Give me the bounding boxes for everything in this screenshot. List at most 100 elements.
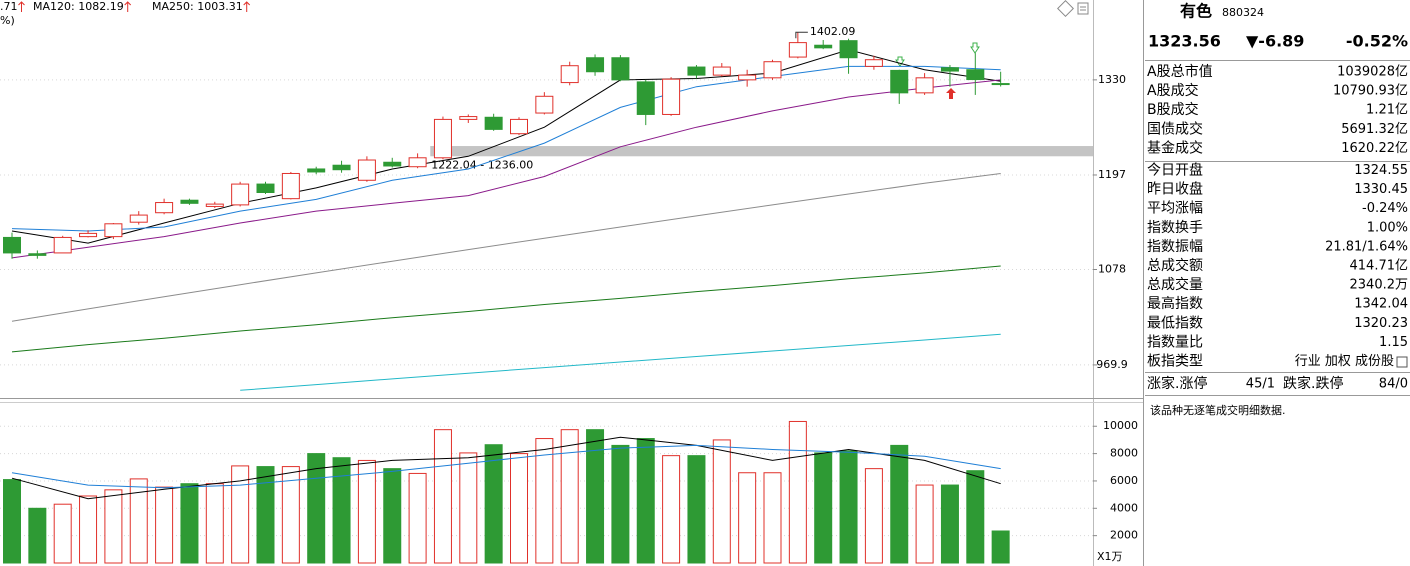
volume-bar	[940, 484, 959, 564]
row-label: 基金成交	[1147, 139, 1203, 156]
volume-bar	[205, 483, 224, 564]
candle-body	[839, 40, 858, 59]
candle-body	[129, 214, 148, 223]
candle-body	[357, 159, 376, 181]
candle-body	[864, 59, 883, 67]
legend-label: %)	[0, 14, 15, 27]
icon-menu[interactable]	[1077, 2, 1089, 15]
row-label: 平均涨幅	[1147, 201, 1203, 217]
candle-body	[890, 69, 909, 94]
volume-bar	[586, 429, 605, 564]
row-value: 1620.22亿	[1341, 141, 1408, 156]
volume-bar	[129, 478, 148, 564]
row-value: 414.71亿	[1350, 259, 1409, 274]
range-band	[430, 146, 1093, 157]
volume-bar	[332, 457, 351, 564]
breadth-value: 84/0	[1379, 377, 1408, 392]
volume-bar	[814, 452, 833, 564]
candle-body	[256, 183, 275, 193]
y-tick-label: 8000	[1110, 447, 1138, 460]
y-tick-label: 1078	[1098, 263, 1126, 276]
volume-bar	[180, 483, 199, 564]
legend-arrow	[18, 1, 25, 12]
candle-body	[3, 236, 21, 254]
volume-bar	[231, 465, 250, 564]
board-icon	[1396, 356, 1408, 368]
volume-bar	[763, 472, 782, 564]
y-tick-label: 2000	[1110, 529, 1138, 542]
volume-bar	[104, 489, 123, 564]
row-value: 1.21亿	[1366, 103, 1408, 118]
volume-bar	[687, 455, 706, 564]
band-label: 1222.04 - 1236.00	[431, 158, 533, 171]
row-label: 总成交量	[1147, 276, 1203, 293]
row-value: 1330.45	[1354, 182, 1408, 197]
row-value: 2340.2万	[1350, 278, 1409, 293]
row-value: 21.81/1.64%	[1325, 239, 1408, 254]
legend-label: MA120: 1082.19	[33, 0, 124, 13]
candle-body	[433, 118, 452, 159]
volume-bar	[864, 468, 883, 564]
legend-label: MA250: 1003.31	[152, 0, 243, 13]
row-label: B股成交	[1147, 101, 1199, 118]
volume-bar	[662, 455, 681, 564]
row-value: 1320.23	[1354, 316, 1408, 331]
volume-bar	[3, 479, 21, 564]
row-label: 昨日收盘	[1147, 181, 1203, 198]
volume-bar	[408, 472, 427, 564]
candle-body	[940, 67, 959, 72]
volume-bar	[28, 507, 47, 564]
candle-body	[738, 74, 757, 81]
candle-body	[155, 202, 174, 214]
candle-body	[814, 44, 833, 49]
row-value: 1324.55	[1354, 163, 1408, 178]
candle-body	[510, 118, 528, 135]
legend-arrow	[243, 1, 251, 12]
ma-line	[11, 49, 1001, 244]
candle-body	[484, 116, 503, 130]
volume-bar	[459, 452, 478, 564]
row-label: 指数量比	[1147, 334, 1203, 350]
row-label: 指数振幅	[1147, 239, 1203, 255]
candle-body	[205, 203, 224, 207]
candle-body	[535, 95, 554, 114]
volume-bar	[510, 453, 528, 564]
row-value: 5691.32亿	[1341, 122, 1408, 137]
annotation-leader	[795, 31, 808, 39]
breadth-value: 45/1	[1246, 377, 1275, 392]
quote-pct: -0.52%	[1346, 32, 1408, 51]
candle-body	[586, 57, 605, 73]
quote-code: 880324	[1222, 6, 1264, 19]
row-value: 行业 加权 成份股	[1295, 353, 1394, 369]
ma-line	[11, 173, 1001, 322]
candle-body	[281, 172, 300, 200]
row-label: 最低指数	[1147, 315, 1203, 331]
volume-bar	[560, 429, 579, 564]
candle-body	[104, 223, 123, 238]
candle-body	[231, 183, 250, 206]
row-label: A股成交	[1147, 82, 1199, 99]
quote-price: 1323.56	[1148, 32, 1221, 51]
candle-body	[788, 42, 807, 58]
y-tick-label: 6000	[1110, 474, 1138, 487]
row-label: A股总市值	[1147, 63, 1213, 80]
candle-body	[459, 116, 478, 120]
volume-bar	[53, 503, 72, 564]
row-value: -0.24%	[1362, 201, 1408, 216]
ma-line	[11, 65, 1001, 232]
volume-bar	[611, 444, 630, 564]
unit-label: X1万	[1097, 550, 1123, 563]
row-value: 10790.93亿	[1333, 84, 1408, 99]
icon-diamond[interactable]	[1057, 0, 1074, 17]
volume-bar	[484, 444, 503, 564]
row-value: 1039028亿	[1337, 65, 1408, 80]
volume-bar	[357, 459, 376, 564]
candle-body	[180, 199, 199, 204]
candle-body	[408, 157, 427, 168]
y-tick-label: 969.9	[1096, 358, 1128, 371]
candle-body	[611, 57, 630, 81]
volume-bar	[155, 486, 174, 564]
candle-body	[307, 168, 326, 173]
breadth-label: 涨家.涨停	[1147, 375, 1207, 392]
